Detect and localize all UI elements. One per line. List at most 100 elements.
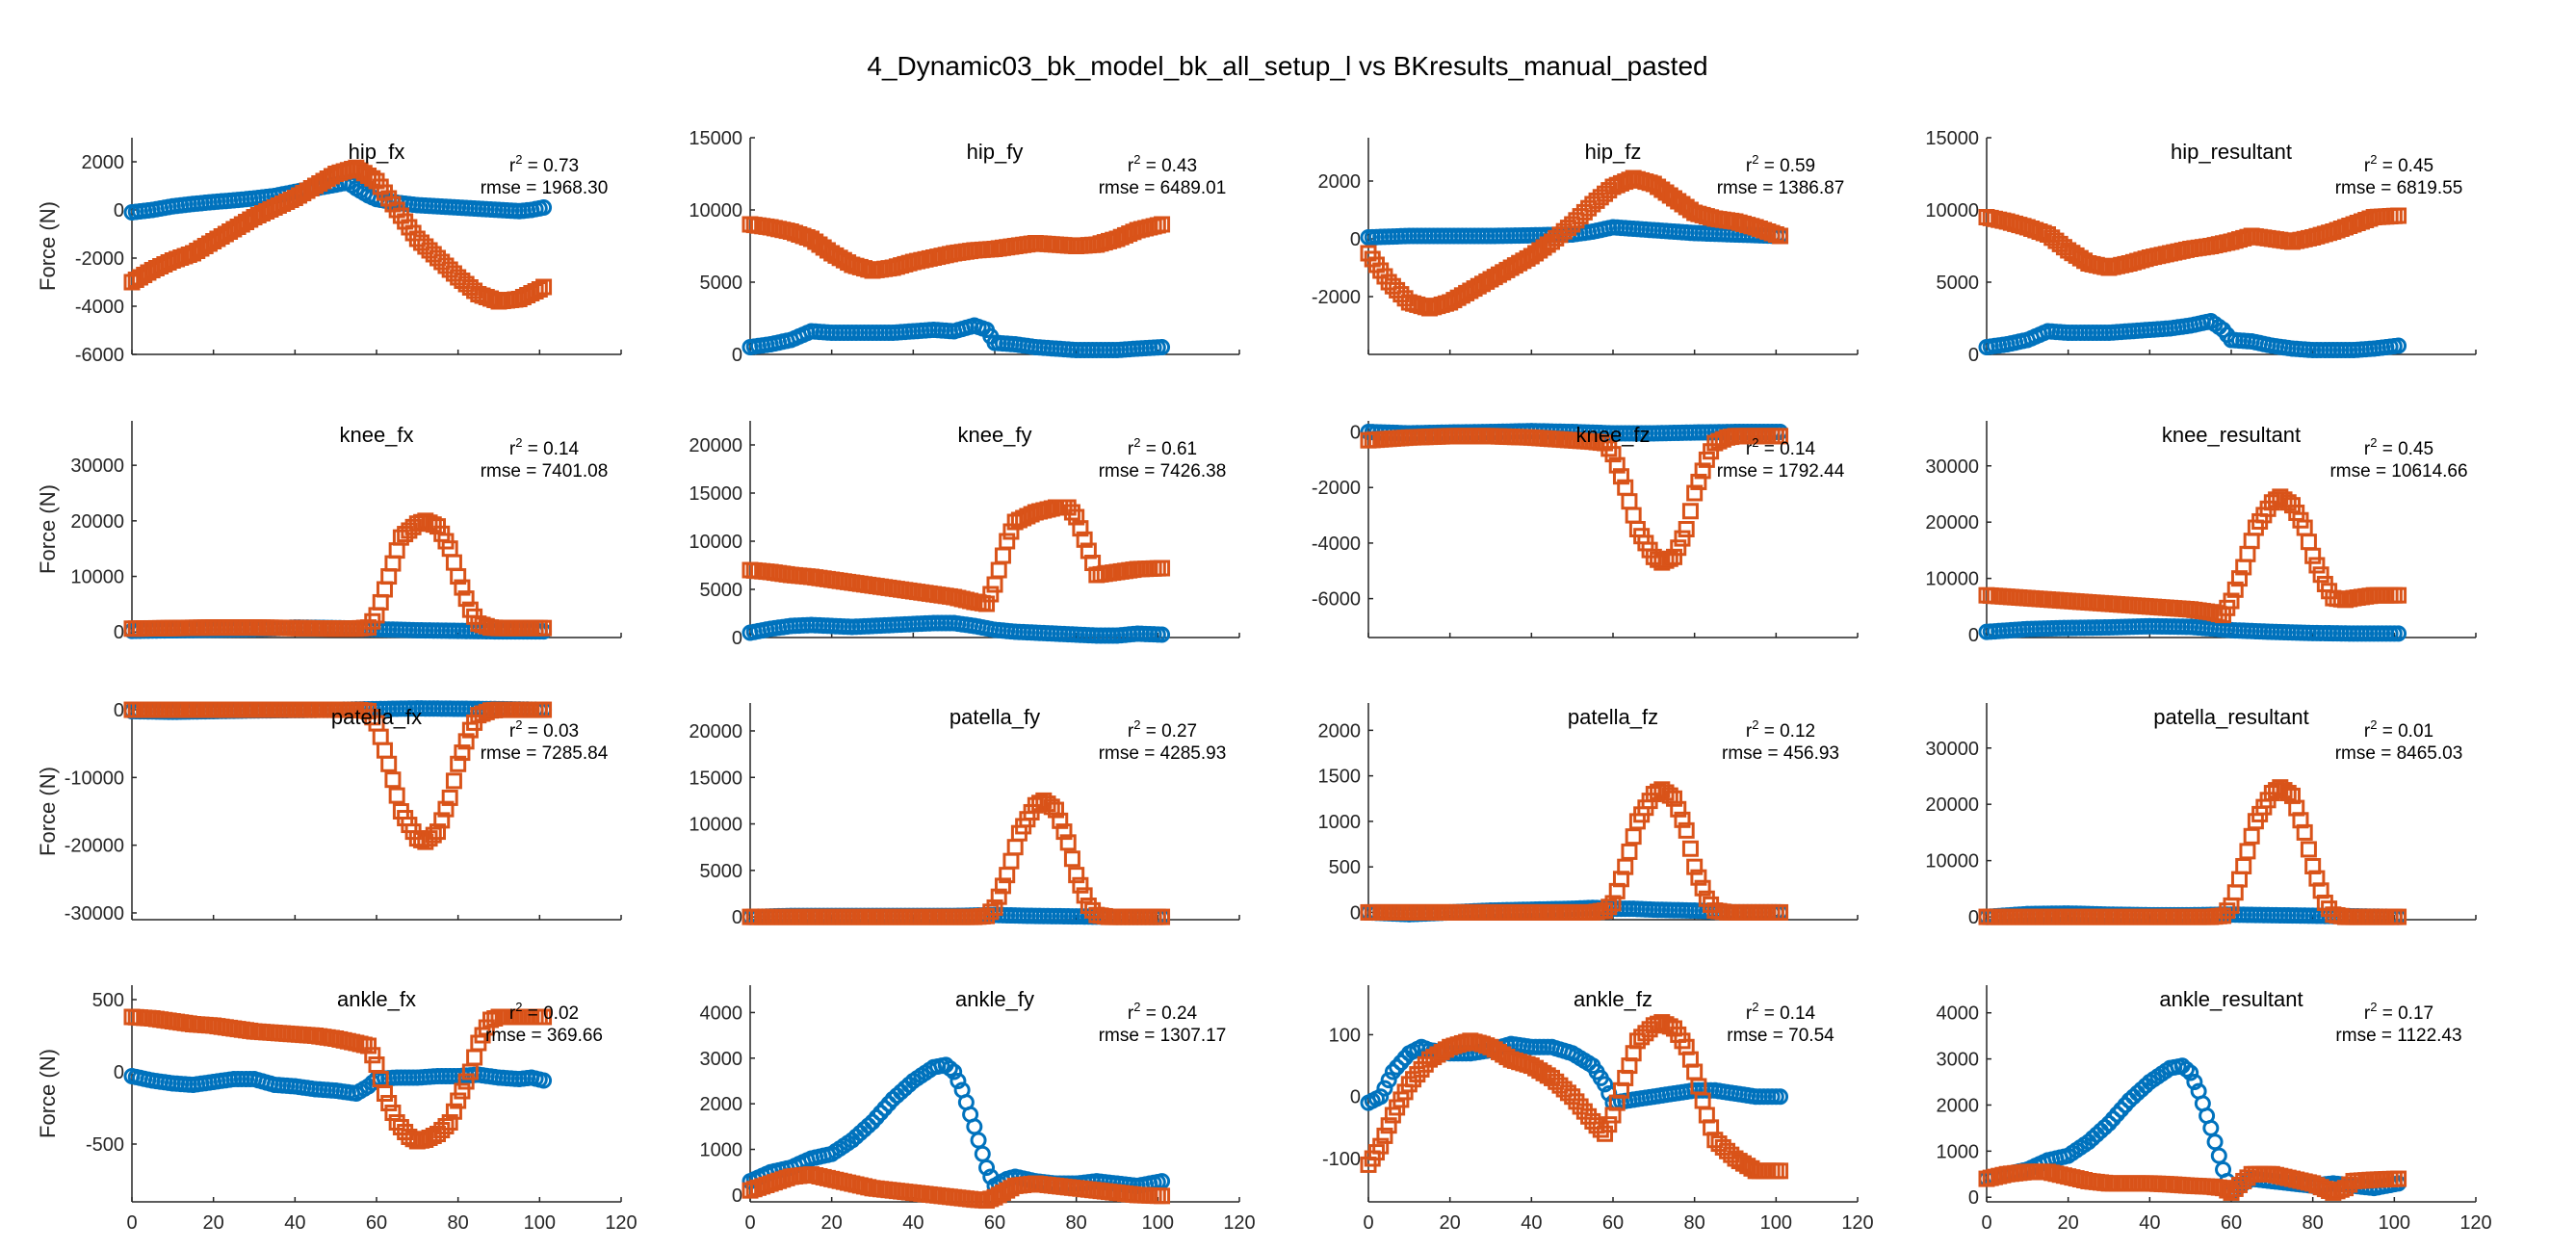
y-tick-label: -4000 bbox=[75, 297, 124, 318]
data-point bbox=[450, 1092, 467, 1109]
y-tick-label: 0 bbox=[1350, 229, 1361, 250]
data-point bbox=[876, 1100, 894, 1117]
x-tick-label: 80 bbox=[1066, 1212, 1087, 1234]
data-point bbox=[1076, 531, 1093, 548]
data-point bbox=[1686, 858, 1704, 875]
data-point bbox=[1681, 503, 1699, 520]
r-squared-label: r2 = 0.45 bbox=[2364, 152, 2433, 176]
y-tick-label: 1000 bbox=[1937, 1141, 1980, 1162]
data-point bbox=[384, 555, 402, 572]
data-point bbox=[1678, 521, 1695, 537]
subplot-patella_fx: -30000 -20000 -10000 0 Force (N) patella_fx r2… bbox=[36, 700, 622, 924]
x-tick-label: 60 bbox=[366, 1212, 387, 1234]
data-point bbox=[380, 755, 398, 772]
x-tick-label: 120 bbox=[605, 1212, 637, 1234]
data-point bbox=[966, 1118, 983, 1135]
series-results bbox=[742, 792, 1171, 925]
data-point bbox=[1670, 539, 1687, 557]
data-point bbox=[372, 593, 389, 611]
x-tick-label: 0 bbox=[126, 1212, 137, 1234]
y-tick-label: 0 bbox=[732, 1185, 742, 1207]
x-tick-label: 60 bbox=[2221, 1212, 2242, 1234]
y-tick-label: -20000 bbox=[65, 836, 124, 857]
subplot-title: knee_fz bbox=[1575, 423, 1650, 447]
data-point bbox=[2235, 857, 2252, 874]
y-tick-label: 0 bbox=[732, 345, 742, 366]
y-tick-label: 10000 bbox=[1925, 851, 1979, 872]
y-tick-label: 0 bbox=[114, 700, 124, 721]
data-point bbox=[1055, 823, 1073, 841]
y-tick-label: 5000 bbox=[700, 861, 743, 882]
y-tick-label: 3000 bbox=[1937, 1050, 1980, 1071]
rmse-label: rmse = 1307.17 bbox=[1099, 1026, 1227, 1046]
data-point bbox=[2230, 871, 2248, 888]
data-point bbox=[1372, 1088, 1390, 1106]
y-tick-label: 10000 bbox=[689, 200, 742, 221]
y-axis-label: Force (N) bbox=[36, 484, 60, 574]
data-point bbox=[1625, 828, 1642, 846]
y-tick-label: -4000 bbox=[1312, 534, 1361, 555]
subplot-knee_fy: 0 5000 10000 15000 20000 knee_fy r2 = 0.61rmse… bbox=[689, 421, 1240, 649]
r-squared-label: r2 = 0.24 bbox=[1128, 1000, 1198, 1024]
series-results bbox=[742, 216, 1171, 279]
data-point bbox=[994, 877, 1011, 895]
series-results bbox=[1978, 207, 2407, 276]
data-point bbox=[1002, 852, 1020, 870]
data-point bbox=[2308, 557, 2326, 574]
x-tick-label: 100 bbox=[2379, 1212, 2410, 1234]
subplot-patella_fy: 0 5000 10000 15000 20000 patella_fy r2 = 0.27r… bbox=[689, 703, 1240, 928]
r-squared-label: r2 = 0.14 bbox=[1746, 435, 1816, 459]
data-point bbox=[2206, 1133, 2224, 1151]
data-point bbox=[2243, 533, 2260, 550]
data-point bbox=[941, 1059, 958, 1077]
data-point bbox=[535, 701, 553, 718]
subplot-ankle_fx: 0 20 40 60 80 100 120 -500 0 500 Force (N) ankle_fx… bbox=[36, 985, 637, 1234]
subplot-knee_fx: 0 10000 20000 30000 Force (N) knee_fx r2 = 0.1… bbox=[36, 421, 622, 643]
data-point bbox=[457, 1073, 475, 1090]
rmse-label: rmse = 7426.38 bbox=[1099, 461, 1227, 482]
data-point bbox=[1063, 504, 1080, 521]
data-point bbox=[1068, 508, 1085, 526]
data-point bbox=[1063, 850, 1080, 868]
data-point bbox=[2304, 547, 2322, 564]
y-tick-label: 500 bbox=[1329, 857, 1361, 878]
data-point bbox=[1006, 839, 1024, 856]
data-point bbox=[372, 728, 389, 745]
subplot-knee_resultant: 0 10000 20000 30000 knee_resultant r2 = 0.45r… bbox=[1925, 421, 2477, 646]
subplot-title: ankle_fy bbox=[955, 987, 1034, 1011]
data-point bbox=[2226, 884, 2244, 901]
rmse-label: rmse = 6819.55 bbox=[2335, 178, 2463, 198]
data-point bbox=[1380, 1117, 1397, 1134]
subplot-hip_fx: -6000 -4000 -2000 0 2000 Force (N) hip_fx r2 = … bbox=[36, 138, 622, 366]
data-point bbox=[2219, 902, 2236, 920]
data-point bbox=[880, 1095, 898, 1112]
x-tick-label: 0 bbox=[1363, 1212, 1373, 1234]
data-point bbox=[445, 1103, 462, 1120]
rmse-label: rmse = 10614.66 bbox=[2329, 461, 2467, 482]
x-tick-label: 80 bbox=[448, 1212, 469, 1234]
rmse-label: rmse = 6489.01 bbox=[1099, 178, 1227, 198]
data-point bbox=[1621, 493, 1638, 510]
data-point bbox=[1690, 869, 1707, 886]
data-point bbox=[450, 755, 467, 772]
data-point bbox=[437, 800, 455, 818]
data-point bbox=[1694, 462, 1711, 480]
r-squared-label: r2 = 0.27 bbox=[1128, 717, 1197, 742]
series-results bbox=[742, 499, 1171, 612]
data-point bbox=[1072, 520, 1089, 537]
series-results bbox=[742, 1166, 1171, 1210]
data-point bbox=[454, 1082, 471, 1100]
data-point bbox=[1670, 800, 1687, 818]
data-point bbox=[445, 772, 462, 790]
series-results bbox=[123, 159, 553, 310]
y-tick-label: 30000 bbox=[70, 456, 124, 477]
subplot-title: patella_fy bbox=[950, 705, 1040, 729]
data-point bbox=[1597, 1076, 1614, 1093]
rmse-label: rmse = 70.54 bbox=[1727, 1026, 1834, 1046]
y-tick-label: 2000 bbox=[1937, 1095, 1980, 1116]
data-point bbox=[2390, 1170, 2407, 1187]
data-point bbox=[990, 888, 1007, 905]
